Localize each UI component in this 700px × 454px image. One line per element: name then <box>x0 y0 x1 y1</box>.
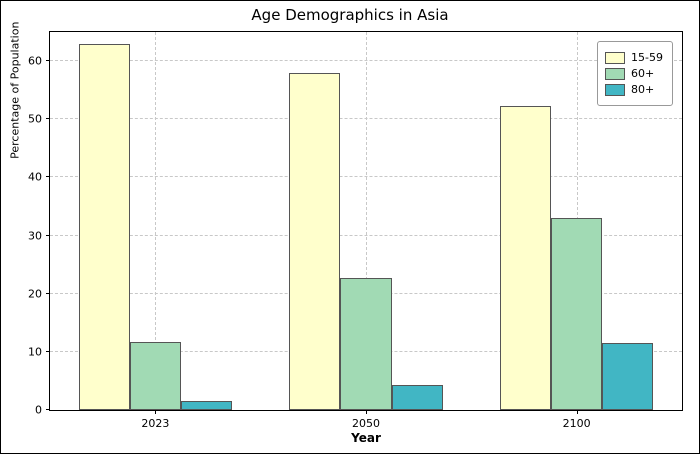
y-tick-mark <box>46 60 50 62</box>
y-tick-mark <box>46 176 50 178</box>
x-tick-label: 2100 <box>562 417 591 430</box>
legend-label: 60+ <box>631 67 655 80</box>
bar-15-59-2023 <box>78 43 130 410</box>
legend-swatch <box>605 51 626 64</box>
y-tick-mark <box>46 234 50 236</box>
y-tick-label: 40 <box>28 170 42 184</box>
x-tick-mark <box>366 410 367 414</box>
gridline-vertical <box>155 32 157 410</box>
legend-item: 60+ <box>605 67 663 80</box>
y-tick-label: 10 <box>28 345 42 359</box>
x-tick-mark <box>576 410 578 414</box>
bar-80+-2050 <box>391 385 443 410</box>
y-tick-mark <box>46 409 50 410</box>
bar-80+-2023 <box>180 401 233 410</box>
bar-15-59-2050 <box>289 72 341 410</box>
x-tick-mark <box>155 410 157 414</box>
legend-label: 15-59 <box>631 51 663 64</box>
y-tick-label: 50 <box>28 112 42 126</box>
bar-60+-2100 <box>551 217 603 410</box>
bar-80+-2100 <box>602 343 654 410</box>
legend: 15-59 60+ 80+ <box>597 41 673 106</box>
y-tick-mark <box>46 118 50 120</box>
x-tick-label: 2023 <box>141 417 170 430</box>
legend-item: 80+ <box>605 83 663 96</box>
y-tick-label: 60 <box>28 54 42 68</box>
y-tick-mark <box>46 350 50 352</box>
legend-swatch <box>605 67 626 80</box>
chart-title: Age Demographics in Asia <box>251 6 449 24</box>
plot-area: 15-59 60+ 80+ 0 10 20 30 40 50 60 2023 2050 2100 <box>28 31 683 430</box>
y-tick-label: 0 <box>35 403 42 417</box>
legend-swatch <box>605 83 626 96</box>
bar-15-59-2100 <box>499 105 552 410</box>
x-axis-label: Year <box>351 431 381 445</box>
legend-item: 15-59 <box>605 51 663 64</box>
gridline-vertical <box>366 32 367 410</box>
y-tick-mark <box>46 292 50 294</box>
x-tick-label: 2050 <box>352 417 380 430</box>
y-tick-label: 20 <box>28 287 42 301</box>
y-axis-label: Percentage of Population <box>8 21 22 159</box>
legend-label: 80+ <box>631 83 655 96</box>
bar-60+-2023 <box>129 341 181 410</box>
y-tick-label: 30 <box>28 229 42 243</box>
bar-60+-2050 <box>340 278 392 410</box>
